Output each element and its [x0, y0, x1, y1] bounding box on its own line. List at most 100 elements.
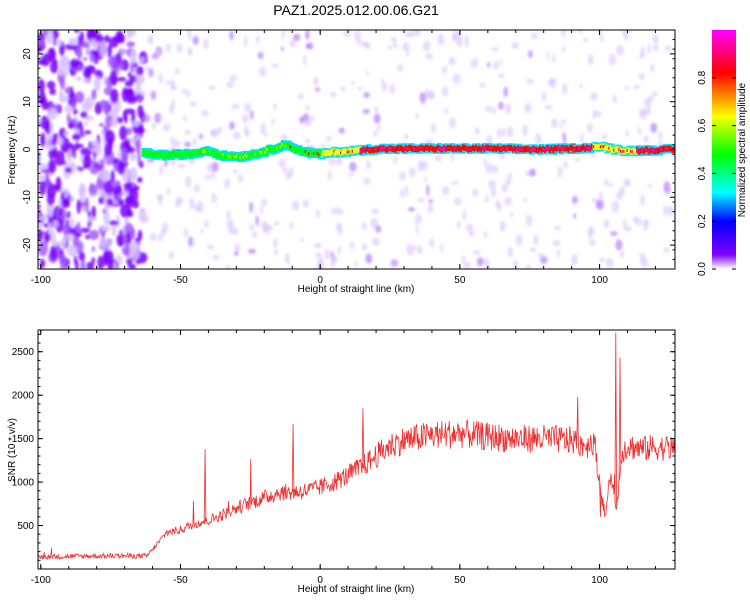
- noise-speckle: [166, 79, 172, 85]
- noise-speckle: [556, 249, 561, 258]
- noise-speckle: [192, 35, 199, 45]
- noise-speckle: [103, 75, 107, 86]
- noise-speckle: [465, 223, 474, 232]
- noise-speckle: [501, 127, 506, 138]
- noise-speckle: [160, 228, 166, 237]
- noise-speckle: [129, 212, 134, 217]
- noise-speckle: [113, 261, 117, 269]
- noise-speckle: [561, 46, 566, 52]
- noise-speckle: [575, 157, 581, 162]
- noise-speckle: [260, 204, 264, 215]
- noise-speckle: [38, 48, 42, 53]
- noise-speckle: [413, 30, 421, 37]
- noise-speckle: [389, 83, 395, 95]
- noise-speckle: [183, 228, 189, 239]
- noise-speckle: [181, 88, 186, 94]
- noise-speckle: [343, 30, 351, 38]
- y-tick-label: -20: [22, 237, 33, 252]
- noise-speckle: [107, 56, 118, 68]
- noise-speckle: [572, 195, 578, 205]
- noise-speckle: [652, 43, 659, 52]
- noise-speckle: [305, 105, 311, 111]
- noise-speckle: [91, 89, 97, 100]
- noise-speckle: [249, 224, 255, 231]
- noise-speckle: [491, 47, 499, 52]
- noise-speckle: [119, 125, 127, 141]
- noise-speckle: [182, 115, 188, 122]
- noise-speckle: [122, 233, 127, 245]
- noise-speckle: [362, 108, 370, 114]
- noise-speckle: [366, 160, 371, 170]
- noise-speckle: [76, 165, 81, 171]
- noise-speckle: [126, 30, 137, 38]
- noise-speckle: [515, 234, 523, 246]
- noise-speckle: [485, 163, 494, 174]
- noise-speckle: [257, 51, 264, 60]
- noise-speckle: [211, 161, 219, 172]
- noise-speckle: [607, 182, 614, 187]
- noise-speckle: [497, 127, 502, 139]
- noise-speckle: [85, 65, 96, 75]
- spectrogram-y-axis-label: Frequency (Hz): [7, 116, 18, 185]
- noise-speckle: [407, 207, 416, 212]
- noise-speckle: [473, 250, 481, 256]
- noise-speckle: [647, 43, 651, 55]
- noise-speckle: [289, 39, 296, 49]
- noise-speckle: [429, 237, 435, 249]
- noise-speckle: [126, 41, 136, 48]
- noise-speckle: [358, 86, 363, 91]
- noise-speckle: [440, 243, 444, 253]
- noise-speckle: [128, 264, 137, 269]
- noise-speckle: [162, 123, 171, 132]
- noise-speckle: [391, 36, 397, 43]
- noise-speckle: [297, 93, 304, 100]
- noise-speckle: [261, 198, 268, 206]
- noise-speckle: [200, 229, 204, 233]
- noise-speckle: [456, 221, 461, 230]
- noise-speckle: [422, 40, 431, 52]
- noise-speckle: [424, 176, 428, 182]
- noise-speckle: [188, 236, 194, 247]
- snr-y-ticks: 500 1000 1500 2000 2500: [12, 333, 675, 561]
- noise-speckle: [486, 135, 493, 146]
- noise-speckle: [363, 92, 371, 98]
- noise-speckle: [592, 109, 597, 119]
- noise-speckle: [83, 153, 92, 169]
- spectrogram-noise-speckles: [38, 30, 675, 269]
- noise-speckle: [233, 251, 239, 256]
- noise-speckle: [376, 124, 381, 132]
- noise-speckle: [523, 197, 527, 203]
- noise-speckle: [595, 110, 602, 117]
- noise-speckle: [76, 199, 82, 214]
- noise-speckle: [134, 238, 140, 242]
- noise-speckle: [88, 184, 98, 195]
- noise-speckle: [138, 126, 144, 132]
- noise-speckle: [228, 226, 236, 236]
- spectrogram-ridge: [141, 140, 675, 163]
- noise-speckle: [546, 52, 550, 60]
- noise-speckle: [509, 212, 514, 217]
- noise-speckle: [116, 77, 127, 82]
- noise-speckle: [70, 196, 75, 203]
- noise-speckle: [139, 91, 146, 96]
- noise-speckle: [187, 30, 192, 40]
- noise-speckle: [541, 91, 547, 102]
- noise-speckle: [442, 86, 449, 97]
- noise-speckle: [392, 42, 398, 49]
- noise-speckle: [107, 44, 113, 58]
- noise-speckle: [305, 43, 310, 49]
- figure-title: PAZ1.2025.012.00.06.G21: [273, 2, 439, 18]
- noise-speckle: [188, 48, 193, 56]
- noise-speckle: [248, 248, 256, 254]
- noise-speckle: [87, 210, 91, 218]
- noise-speckle: [499, 59, 503, 66]
- noise-speckle: [104, 103, 110, 113]
- noise-speckle: [393, 156, 398, 165]
- noise-speckle: [470, 58, 475, 69]
- noise-speckle: [365, 253, 373, 264]
- noise-speckle: [109, 70, 118, 86]
- noise-speckle: [557, 166, 563, 178]
- noise-speckle: [443, 108, 449, 115]
- noise-speckle: [192, 137, 197, 147]
- x-tick-label: 100: [591, 575, 608, 586]
